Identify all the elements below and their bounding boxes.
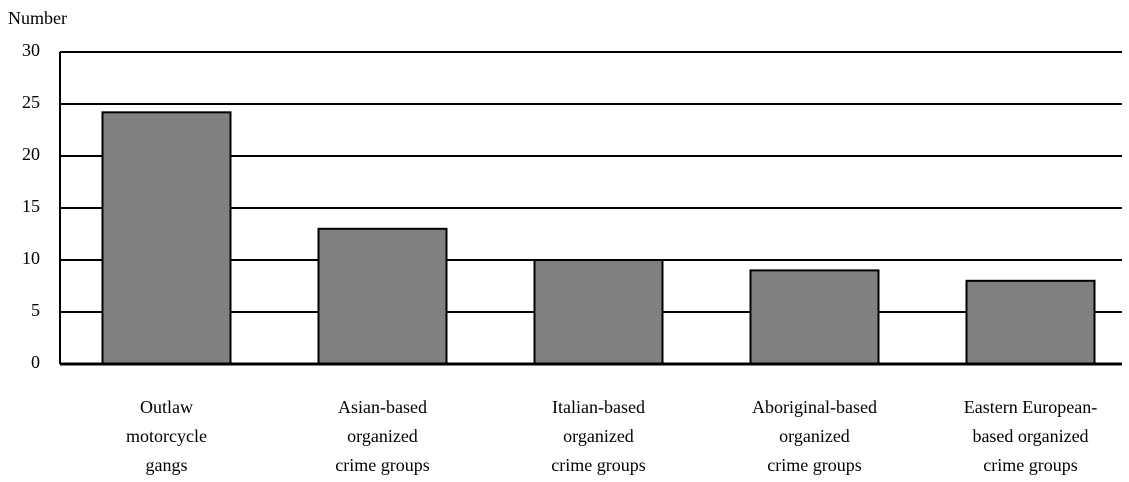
x-tick-label: Asian-based — [338, 397, 427, 417]
x-tick-label: organized — [779, 426, 850, 446]
x-tick-label: Aboriginal-based — [752, 397, 877, 417]
x-tick-label: crime groups — [551, 455, 645, 475]
bar — [317, 227, 448, 365]
y-tick-label: 15 — [22, 196, 40, 216]
x-tick-label: Italian-based — [552, 397, 645, 417]
y-tick-label: 10 — [22, 248, 40, 268]
y-tick-label: 0 — [31, 352, 40, 372]
y-tick-label: 25 — [22, 92, 40, 112]
x-tick-label: gangs — [146, 455, 188, 475]
y-tick-label: 30 — [22, 40, 40, 60]
x-tick-label: based organized — [972, 426, 1088, 446]
x-tick-label: crime groups — [767, 455, 861, 475]
x-tick-label: crime groups — [335, 455, 429, 475]
x-tick-label: organized — [347, 426, 418, 446]
y-tick-label: 20 — [22, 144, 40, 164]
y-axis-label: Number — [8, 8, 67, 28]
x-tick-label: motorcycle — [126, 426, 207, 446]
x-tick-label: Outlaw — [140, 397, 193, 417]
x-tick-label: crime groups — [983, 455, 1077, 475]
y-tick-label: 5 — [31, 300, 40, 320]
bar — [749, 269, 880, 365]
bar — [533, 259, 664, 365]
x-tick-label: Eastern European- — [964, 397, 1097, 417]
bar — [101, 111, 232, 365]
bar — [965, 279, 1096, 365]
x-tick-label: organized — [563, 426, 634, 446]
